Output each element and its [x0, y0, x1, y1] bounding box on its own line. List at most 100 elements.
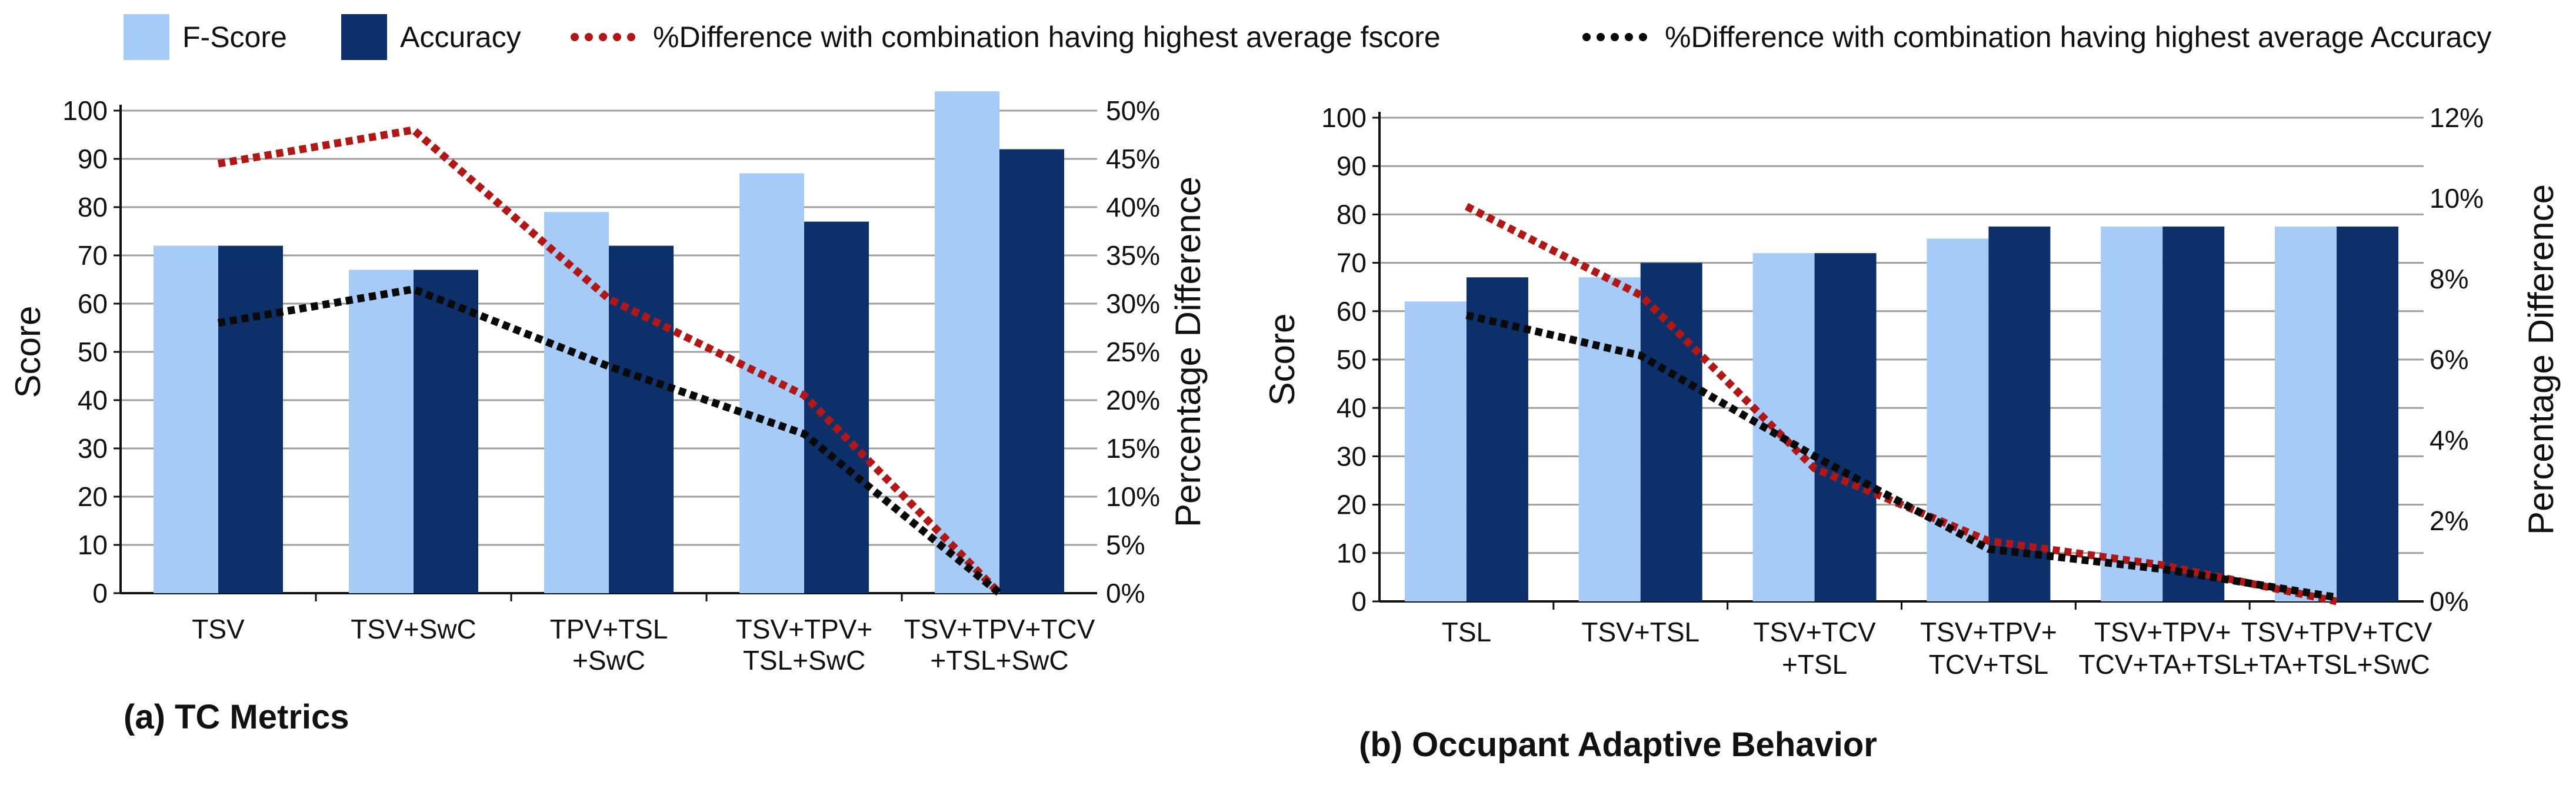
y2-tick-label: 50% — [1106, 95, 1160, 126]
y2-tick-label: 8% — [2430, 264, 2468, 294]
category-label: TSV+SwC — [351, 614, 476, 644]
y-tick-label: 0 — [1351, 586, 1367, 617]
legend-swatch-fscore — [124, 14, 169, 60]
y2-tick-label: 40% — [1106, 192, 1160, 222]
y-tick-label: 50 — [78, 337, 108, 367]
bar-accuracy — [1466, 277, 1528, 601]
category-label: TSV+TPV+TCV — [904, 614, 1095, 644]
y-tick-label: 10 — [78, 530, 108, 560]
y-tick-label: 90 — [78, 144, 108, 174]
y-tick-label: 40 — [1337, 392, 1367, 423]
category-label: TCV+TA+TSL — [2079, 649, 2247, 680]
legend-item-diff-fscore: %Difference with combination having high… — [571, 11, 1441, 64]
category-label: TSV+TPV+ — [2094, 617, 2231, 647]
y-tick-label: 100 — [1321, 102, 1367, 133]
y-tick-label: 0 — [92, 578, 108, 608]
bar-fscore — [2101, 226, 2163, 601]
bar-accuracy — [609, 245, 674, 594]
chart-caption: (b) Occupant Adaptive Behavior — [1359, 726, 1877, 764]
legend-item-fscore: F-Score — [124, 11, 287, 64]
category-label: TSV — [192, 614, 245, 644]
y-tick-label: 80 — [78, 192, 108, 222]
y-tick-label: 30 — [78, 433, 108, 464]
y-tick-label: 20 — [1337, 490, 1367, 520]
category-label: TPV+TSL — [550, 614, 668, 644]
y2-tick-label: 10% — [1106, 481, 1160, 512]
chart-caption: (a) TC Metrics — [124, 698, 349, 736]
bar-accuracy — [1640, 262, 1702, 602]
y2-tick-label: 25% — [1106, 337, 1160, 367]
y-tick-label: 50 — [1337, 344, 1367, 375]
category-label: TSV+TCV — [1753, 617, 1876, 647]
y-axis-title: Score — [8, 306, 48, 398]
category-label: TSV+TSL — [1581, 617, 1699, 647]
y2-tick-label: 15% — [1106, 433, 1160, 464]
bar-accuracy — [2162, 226, 2225, 601]
legend-label-accuracy: Accuracy — [400, 21, 521, 54]
category-label: TCV+TSL — [1929, 649, 2048, 680]
line-diff-accuracy — [217, 285, 1002, 597]
bar-fscore — [1578, 277, 1641, 601]
line-diff-accuracy — [1465, 311, 2338, 601]
y-tick-label: 10 — [1337, 538, 1367, 568]
chart-a: 0 10 20 30 40 50 60 70 80 90 100 0% 5% 10% 15% 20% 25% 30… — [8, 91, 1208, 736]
y-tick-label: 60 — [78, 288, 108, 319]
y2-tick-label: 5% — [1106, 530, 1145, 560]
category-label: +TSL — [1782, 649, 1847, 680]
category-label: +TSL+SwC — [930, 645, 1068, 676]
y-tick-label: 60 — [1337, 296, 1367, 327]
bar-accuracy — [1814, 253, 1877, 601]
y-tick-label: 80 — [1337, 199, 1367, 229]
y2-tick-label: 45% — [1106, 144, 1160, 174]
category-label: TSL — [1442, 617, 1491, 647]
bar-fscore — [1404, 301, 1467, 601]
legend-line-diff-accuracy — [1582, 33, 1647, 41]
category-label: TSV+TPV+TCV — [2241, 617, 2432, 647]
y-tick-label: 70 — [78, 240, 108, 271]
bar-accuracy — [218, 245, 283, 594]
y2-tick-label: 2% — [2430, 505, 2468, 536]
bar-fscore — [154, 245, 218, 594]
y-tick-label: 90 — [1337, 151, 1367, 181]
legend-label-diff-accuracy: %Difference with combination having high… — [1665, 21, 2492, 54]
bar-accuracy — [999, 149, 1064, 594]
y-tick-label: 40 — [78, 385, 108, 415]
y2-tick-label: 6% — [2430, 344, 2468, 375]
y2-tick-label: 4% — [2430, 425, 2468, 455]
y2-tick-label: 35% — [1106, 240, 1160, 271]
legend-item-accuracy: Accuracy — [341, 11, 521, 64]
category-label: TSV+TPV+ — [736, 614, 873, 644]
bar-accuracy — [414, 270, 478, 594]
y-tick-label: 100 — [62, 95, 108, 126]
legend-line-diff-fscore — [571, 33, 635, 41]
y-tick-label: 70 — [1337, 248, 1367, 278]
category-label: TSL+SwC — [743, 645, 865, 676]
category-label: +TA+TSL+SwC — [2243, 649, 2430, 680]
bar-fscore — [935, 91, 999, 593]
legend-item-diff-accuracy: %Difference with combination having high… — [1582, 11, 2491, 64]
line-diff-fscore — [217, 125, 1002, 596]
line-diff-fscore — [1464, 202, 2338, 606]
y-tick-label: 30 — [1337, 441, 1367, 471]
category-label: +SwC — [572, 645, 645, 676]
bar-fscore — [2275, 226, 2337, 601]
y2-axis-title: Percentage Difference — [1168, 177, 1208, 527]
y2-tick-label: 12% — [2430, 102, 2484, 133]
legend: F-Score Accuracy %Difference with combin… — [0, 0, 2576, 76]
y2-tick-label: 0% — [2430, 586, 2468, 617]
y2-tick-label: 20% — [1106, 385, 1160, 415]
bar-accuracy — [2337, 226, 2399, 601]
y2-tick-label: 30% — [1106, 288, 1160, 319]
y-axis-title: Score — [1262, 314, 1302, 406]
legend-label-diff-fscore: %Difference with combination having high… — [653, 21, 1441, 54]
bar-fscore — [349, 270, 414, 594]
y2-axis-title: Percentage Difference — [2521, 184, 2561, 535]
chart-b: 0 10 20 30 40 50 60 70 80 90 100 0% 2% 4% 6% 8% 10% 12% Sc… — [1262, 102, 2561, 764]
category-label: TSV+TPV+ — [1920, 617, 2057, 647]
bar-accuracy — [804, 221, 869, 594]
y2-tick-label: 10% — [2430, 183, 2484, 214]
legend-swatch-accuracy — [341, 14, 387, 60]
y2-tick-label: 0% — [1106, 578, 1145, 608]
bar-fscore — [1927, 238, 1989, 601]
